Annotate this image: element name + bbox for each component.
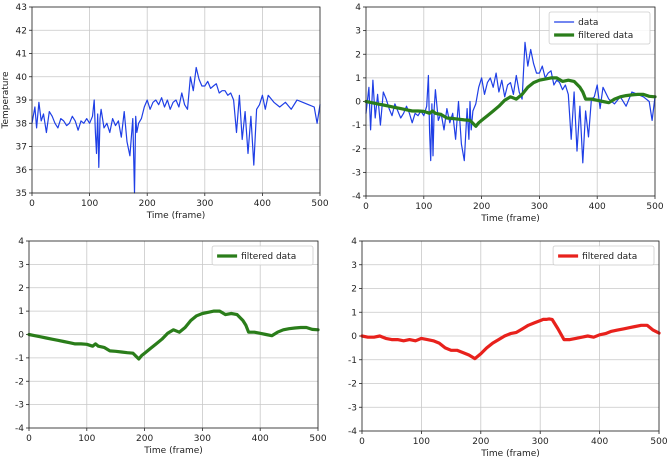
- y-tick-label: -2: [348, 380, 357, 390]
- panel-2: 0 100 200 300 400 500 -4 -3 -2 -1 0 1 2 3 4 Time (frame…: [15, 237, 327, 456]
- y-tick-label: 41: [16, 50, 27, 60]
- y-tick-label: 2: [355, 50, 361, 60]
- x-tick-label: 100: [81, 199, 98, 209]
- x-tick-label: 0: [359, 437, 365, 447]
- legend: filtered data: [552, 245, 655, 266]
- legend: data filtered data: [548, 11, 651, 45]
- legend-label: filtered data: [582, 252, 637, 262]
- y-tick-label: -3: [15, 401, 24, 411]
- x-tick-label: 500: [646, 202, 663, 212]
- y-tick-label: 2: [18, 284, 24, 294]
- y-axis-label: Temperature: [1, 71, 11, 129]
- y-tick-label: 0: [351, 332, 357, 342]
- y-tick-label: -4: [348, 427, 357, 437]
- x-tick-label: 0: [363, 202, 369, 212]
- legend: filtered data: [211, 245, 314, 266]
- panel-1: 0 100 200 300 400 500 -4 -3 -2 -1 0 1 2 3 4 Time (frame…: [352, 3, 664, 224]
- y-tick-label: 4: [351, 237, 357, 247]
- plot-frame: [28, 240, 319, 429]
- x-tick-label: 200: [136, 434, 153, 444]
- y-tick-label: 3: [355, 27, 361, 37]
- y-tick-label: -3: [348, 403, 357, 413]
- y-tick-label: 40: [16, 73, 28, 83]
- series-line-filtered-data: [27, 309, 320, 361]
- y-tick-label: 3: [351, 261, 357, 271]
- x-tick-label: 100: [78, 434, 95, 444]
- x-tick-label: 400: [591, 437, 608, 447]
- y-tick-label: 39: [16, 96, 28, 106]
- x-axis-label: Time (frame): [480, 214, 540, 224]
- y-tick-label: 1: [18, 307, 24, 317]
- y-tick-label: -1: [15, 354, 24, 364]
- legend-box: [552, 245, 655, 266]
- series-line-filtered-data: [364, 76, 657, 128]
- y-tick-label: 0: [18, 331, 24, 341]
- x-tick-label: 300: [531, 202, 548, 212]
- x-tick-label: 100: [413, 437, 430, 447]
- y-tick-label: 3: [18, 260, 24, 270]
- x-tick-label: 300: [196, 199, 213, 209]
- y-tick-label: 0: [355, 98, 361, 108]
- panel-3: 0 100 200 300 400 500 -4 -3 -2 -1 0 1 2 3 4 Time (frame…: [348, 237, 668, 459]
- x-tick-label: 500: [309, 434, 326, 444]
- plot-frame: [361, 240, 660, 432]
- legend-box: [211, 245, 314, 266]
- legend-box: [548, 11, 651, 45]
- y-tick-label: -4: [352, 192, 361, 202]
- x-tick-label: 0: [26, 434, 32, 444]
- x-tick-label: 100: [415, 202, 432, 212]
- y-tick-label: -2: [15, 377, 24, 387]
- x-tick-label: 400: [252, 434, 269, 444]
- y-tick-label: 36: [16, 166, 28, 176]
- y-tick-label: 35: [16, 189, 27, 199]
- y-tick-label: 4: [355, 3, 361, 13]
- x-tick-label: 400: [589, 202, 606, 212]
- y-tick-label: -4: [15, 424, 24, 434]
- y-tick-label: 37: [16, 143, 27, 153]
- legend-label: filtered data: [241, 252, 296, 262]
- panel-0: 0 100 200 300 400 500 35 36 37 38 39 40 41 42 43 Time (…: [1, 3, 329, 221]
- y-tick-label: 42: [16, 26, 27, 36]
- y-tick-label: -2: [352, 145, 361, 155]
- x-tick-label: 0: [29, 199, 35, 209]
- x-tick-label: 500: [311, 199, 328, 209]
- x-axis-label: Time (frame): [143, 446, 203, 456]
- series-line-data: [31, 66, 321, 194]
- legend-label: filtered data: [578, 31, 633, 41]
- x-axis-label: Time (frame): [480, 449, 540, 459]
- x-tick-label: 300: [194, 434, 211, 444]
- plot-frame: [365, 6, 656, 197]
- y-tick-label: 4: [18, 237, 24, 247]
- y-tick-label: -3: [352, 168, 361, 178]
- series-line-data: [365, 41, 656, 164]
- y-tick-label: -1: [352, 121, 361, 131]
- x-tick-label: 300: [532, 437, 549, 447]
- y-tick-label: 38: [16, 119, 28, 129]
- y-tick-label: 1: [355, 74, 361, 84]
- y-tick-label: -1: [348, 356, 357, 366]
- x-tick-label: 400: [254, 199, 271, 209]
- y-tick-label: 43: [16, 3, 27, 13]
- series-line-filtered-data: [360, 317, 661, 361]
- x-tick-label: 200: [139, 199, 156, 209]
- y-tick-label: 2: [351, 285, 357, 295]
- legend-label: data: [578, 18, 598, 28]
- y-tick-label: 1: [351, 308, 357, 318]
- x-tick-label: 200: [472, 437, 489, 447]
- x-tick-label: 200: [473, 202, 490, 212]
- plot-frame: [31, 6, 321, 194]
- x-tick-label: 500: [650, 437, 667, 447]
- x-axis-label: Time (frame): [146, 211, 206, 221]
